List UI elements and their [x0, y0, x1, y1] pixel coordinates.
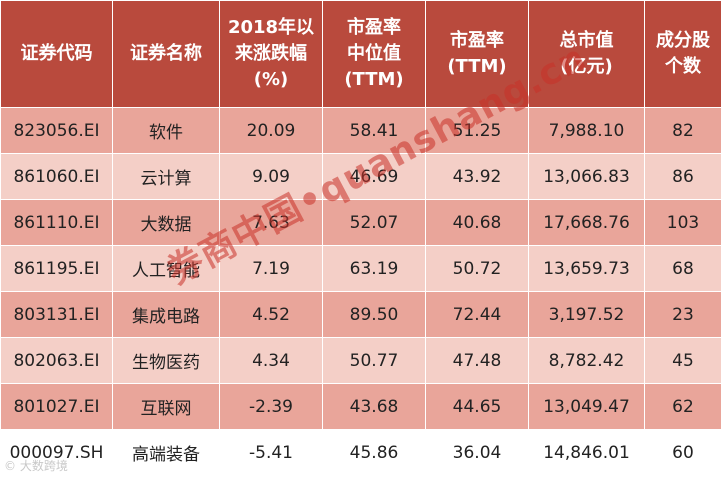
- table-header: 证券代码 证券名称 2018年以 来涨跌幅 (%) 市盈率 中位值 (TTM) …: [0, 0, 721, 108]
- table-row: 801027.EI 互联网 -2.39 43.68 44.65 13,049.4…: [0, 383, 721, 430]
- cell-security-code: 861060.EI: [0, 153, 113, 200]
- header-ytd-change: 2018年以 来涨跌幅 (%): [219, 0, 323, 108]
- header-constituent-count: 成分股 个数: [644, 0, 721, 108]
- header-pe-median: 市盈率 中位值 (TTM): [322, 0, 426, 108]
- cell-security-code: 861195.EI: [0, 245, 113, 292]
- header-text: (%): [253, 69, 289, 90]
- cell-market-cap: 13,066.83: [528, 153, 645, 200]
- cell-ytd-change: -5.41: [219, 429, 323, 476]
- table-row: 861195.EI 人工智能 7.19 63.19 50.72 13,659.7…: [0, 245, 721, 292]
- table-body: 823056.EI 软件 20.09 58.41 51.25 7,988.10 …: [0, 107, 721, 476]
- cell-security-code: 803131.EI: [0, 291, 113, 338]
- cell-market-cap: 3,197.52: [528, 291, 645, 338]
- cell-pe-ttm: 44.65: [425, 383, 529, 430]
- cell-pe-ttm: 40.68: [425, 199, 529, 246]
- table-row: 802063.EI 生物医药 4.34 50.77 47.48 8,782.42…: [0, 337, 721, 384]
- cell-security-code: 802063.EI: [0, 337, 113, 384]
- cell-ytd-change: 9.09: [219, 153, 323, 200]
- cell-security-name: 互联网: [112, 383, 220, 430]
- cell-market-cap: 13,659.73: [528, 245, 645, 292]
- header-text: (TTM): [447, 56, 507, 77]
- cell-pe-median: 63.19: [322, 245, 426, 292]
- header-text: (TTM): [344, 69, 404, 90]
- cell-pe-ttm: 51.25: [425, 107, 529, 154]
- cell-pe-ttm: 47.48: [425, 337, 529, 384]
- table-row: 803131.EI 集成电路 4.52 89.50 72.44 3,197.52…: [0, 291, 721, 338]
- cell-pe-ttm: 36.04: [425, 429, 529, 476]
- cell-security-name: 云计算: [112, 153, 220, 200]
- cell-security-name: 生物医药: [112, 337, 220, 384]
- header-text: 个数: [665, 56, 701, 77]
- source-watermark: © 大数跨境: [4, 459, 68, 473]
- cell-market-cap: 17,668.76: [528, 199, 645, 246]
- cell-constituent-count: 86: [644, 153, 721, 200]
- header-security-code: 证券代码: [0, 0, 113, 108]
- header-text: 市盈率: [347, 17, 401, 38]
- cell-pe-median: 45.86: [322, 429, 426, 476]
- cell-pe-median: 52.07: [322, 199, 426, 246]
- header-text: 总市值: [559, 30, 614, 51]
- cell-security-name: 高端装备: [112, 429, 220, 476]
- cell-constituent-count: 103: [644, 199, 721, 246]
- cell-market-cap: 14,846.01: [528, 429, 645, 476]
- cell-ytd-change: 4.34: [219, 337, 323, 384]
- cell-security-name: 集成电路: [112, 291, 220, 338]
- cell-pe-median: 43.68: [322, 383, 426, 430]
- cell-security-name: 大数据: [112, 199, 220, 246]
- cell-constituent-count: 62: [644, 383, 721, 430]
- cell-constituent-count: 23: [644, 291, 721, 338]
- cell-pe-median: 50.77: [322, 337, 426, 384]
- cell-pe-ttm: 72.44: [425, 291, 529, 338]
- table-row: 000097.SH 高端装备 -5.41 45.86 36.04 14,846.…: [0, 429, 721, 476]
- header-text: 中位值: [347, 43, 401, 64]
- cell-security-code: 000097.SH: [0, 429, 113, 476]
- cell-constituent-count: 68: [644, 245, 721, 292]
- cell-constituent-count: 82: [644, 107, 721, 154]
- cell-pe-median: 46.69: [322, 153, 426, 200]
- header-text: 证券代码: [20, 43, 93, 64]
- cell-ytd-change: 7.63: [219, 199, 323, 246]
- cell-security-name: 人工智能: [112, 245, 220, 292]
- table-row: 861060.EI 云计算 9.09 46.69 43.92 13,066.83…: [0, 153, 721, 200]
- header-text: 来涨跌幅: [235, 43, 307, 64]
- header-text: 2018年以: [227, 17, 315, 38]
- cell-constituent-count: 45: [644, 337, 721, 384]
- cell-security-code: 801027.EI: [0, 383, 113, 430]
- cell-ytd-change: 20.09: [219, 107, 323, 154]
- cell-security-code: 823056.EI: [0, 107, 113, 154]
- cell-pe-ttm: 43.92: [425, 153, 529, 200]
- cell-market-cap: 7,988.10: [528, 107, 645, 154]
- cell-pe-median: 89.50: [322, 291, 426, 338]
- cell-security-name: 软件: [112, 107, 220, 154]
- header-market-cap: 总市值 (亿元): [528, 0, 645, 108]
- cell-constituent-count: 60: [644, 429, 721, 476]
- table-row: 823056.EI 软件 20.09 58.41 51.25 7,988.10 …: [0, 107, 721, 154]
- header-text: 证券名称: [130, 43, 202, 64]
- cell-market-cap: 13,049.47: [528, 383, 645, 430]
- cell-ytd-change: 7.19: [219, 245, 323, 292]
- header-security-name: 证券名称: [112, 0, 220, 108]
- header-text: 市盈率: [450, 30, 504, 51]
- cell-pe-median: 58.41: [322, 107, 426, 154]
- header-pe-ttm: 市盈率 (TTM): [425, 0, 529, 108]
- cell-pe-ttm: 50.72: [425, 245, 529, 292]
- table-row: 861110.EI 大数据 7.63 52.07 40.68 17,668.76…: [0, 199, 721, 246]
- header-text: (亿元): [560, 56, 613, 77]
- cell-ytd-change: 4.52: [219, 291, 323, 338]
- header-row: 证券代码 证券名称 2018年以 来涨跌幅 (%) 市盈率 中位值 (TTM) …: [0, 0, 721, 108]
- cell-ytd-change: -2.39: [219, 383, 323, 430]
- cell-security-code: 861110.EI: [0, 199, 113, 246]
- cell-market-cap: 8,782.42: [528, 337, 645, 384]
- header-text: 成分股: [656, 30, 710, 51]
